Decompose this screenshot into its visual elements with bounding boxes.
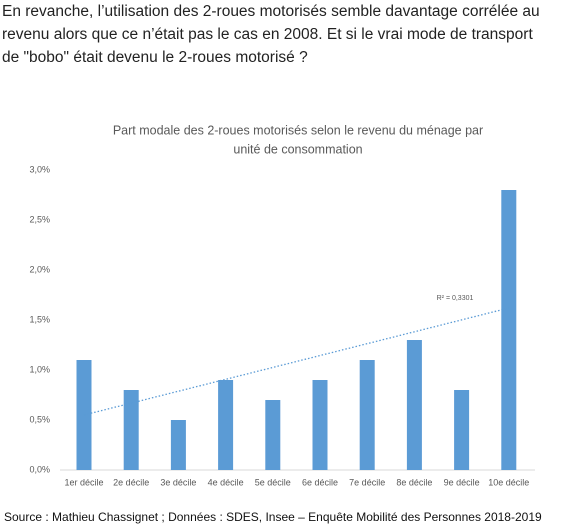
x-tick-label: 3e décile [160, 477, 196, 487]
x-tick-label: 2e décile [113, 477, 149, 487]
y-tick-label: 1,5% [29, 314, 50, 324]
bar [406, 340, 422, 470]
y-tick-label: 2,0% [29, 264, 50, 274]
x-tick-label: 8e décile [396, 477, 432, 487]
bar [123, 390, 139, 470]
bar [359, 360, 375, 470]
bar [265, 400, 281, 470]
y-tick-label: 0,5% [29, 414, 50, 424]
x-tick-label: 4e décile [208, 477, 244, 487]
x-tick-label: 1er décile [64, 477, 103, 487]
x-tick-label: 6e décile [302, 477, 338, 487]
y-tick-label: 0,0% [29, 464, 50, 474]
x-tick-label: 7e décile [349, 477, 385, 487]
chart-title: Part modale des 2-roues motorisés selon … [113, 123, 483, 137]
y-tick-label: 2,5% [29, 214, 50, 224]
bar [312, 380, 328, 470]
x-tick-label: 5e décile [255, 477, 291, 487]
chart-title: unité de consommation [233, 142, 362, 156]
bar [454, 390, 470, 470]
y-tick-label: 3,0% [29, 164, 50, 174]
intro-line: de "bobo" était devenu le 2-roues motori… [2, 49, 308, 66]
trendline-label: R² = 0,3301 [437, 295, 474, 302]
intro-line: revenu alors que ce n’était pas le cas e… [2, 26, 533, 43]
intro-line: En revanche, l’utilisation des 2-roues m… [2, 3, 540, 20]
bar [170, 420, 186, 470]
bar [218, 380, 234, 470]
trendline [83, 307, 509, 416]
x-tick-label: 9e décile [444, 477, 480, 487]
x-tick-label: 10e décile [488, 477, 529, 487]
y-tick-label: 1,0% [29, 364, 50, 374]
bar [501, 190, 517, 470]
source: Source : Mathieu Chassignet ; Données : … [4, 510, 542, 524]
